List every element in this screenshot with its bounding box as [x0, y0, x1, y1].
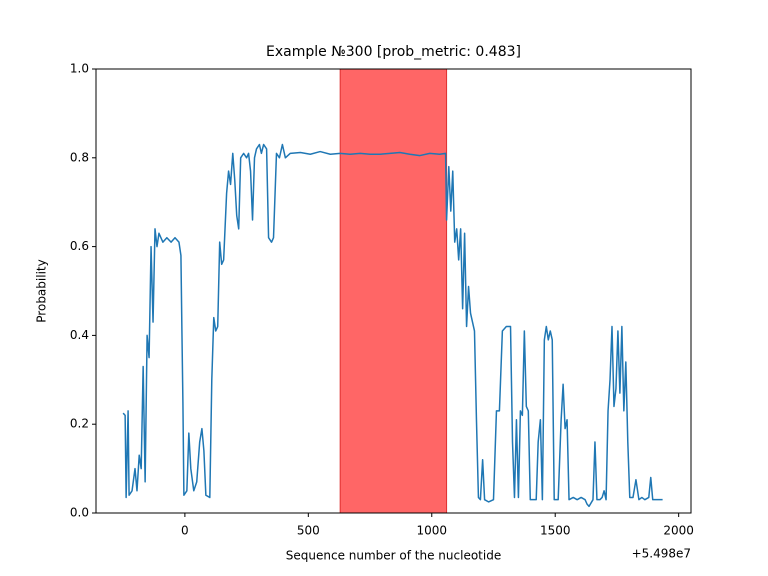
chart-title: Example №300 [prob_metric: 0.483] [266, 44, 521, 60]
y-tick-label: 0.6 [70, 239, 89, 253]
y-axis-label: Probability [35, 259, 49, 322]
x-tick-label: 2000 [663, 524, 694, 538]
data-line [122, 143, 663, 508]
x-tick-label: 1000 [416, 524, 447, 538]
x-tick-label: 500 [297, 524, 320, 538]
x-tick-label: 0 [181, 524, 189, 538]
y-tick-label: 0.0 [70, 506, 89, 520]
y-tick-label: 0.4 [70, 328, 89, 342]
y-tick-label: 1.0 [70, 62, 89, 76]
plot-frame [95, 68, 692, 514]
x-tick-label: 1500 [540, 524, 571, 538]
highlight-span [339, 68, 448, 514]
x-axis-label: Sequence number of the nucleotide [286, 549, 501, 563]
y-tick-label: 0.8 [70, 150, 89, 164]
y-tick-label: 0.2 [70, 417, 89, 431]
x-offset-label: +5.498e7 [632, 547, 691, 561]
